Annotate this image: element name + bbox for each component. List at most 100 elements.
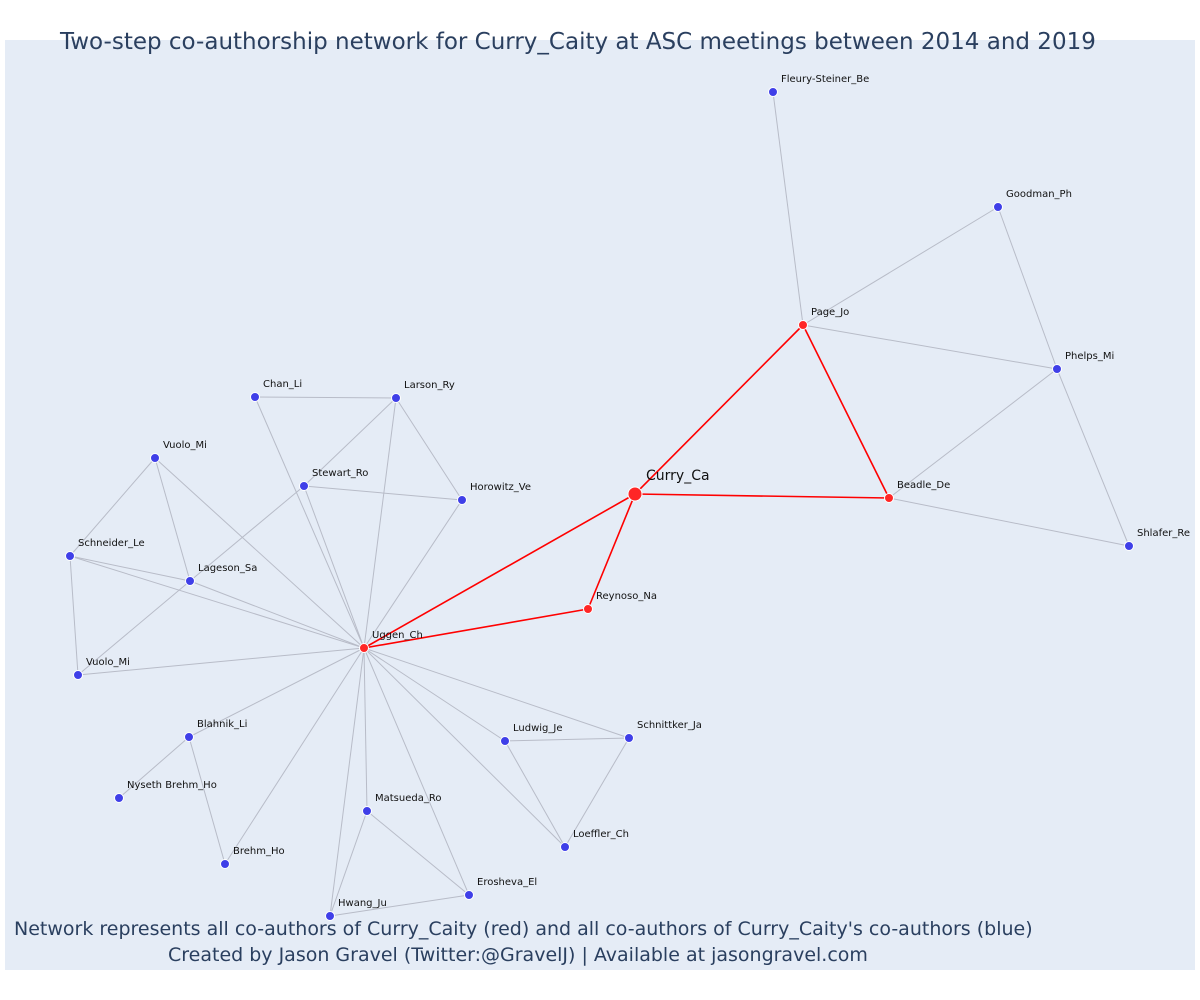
edge-blahnik-li-brehm-ho — [188, 736, 226, 865]
edge-vuolo-mi-uggen-ch — [154, 457, 365, 649]
edge-matsueda-ro-erosheva-el — [366, 810, 470, 896]
edge-stewart-ro-uggen-ch — [303, 485, 365, 649]
footer-caption-line-2: Created by Jason Gravel (Twitter:@Gravel… — [168, 944, 868, 966]
node-label-fleury-steiner-be: Fleury-Steiner_Be — [781, 74, 869, 85]
edge-vuolo-mi-schneider-le — [69, 457, 156, 557]
edge-chan-li-larson-ry — [254, 396, 397, 399]
node-stewart-ro[interactable] — [299, 481, 309, 491]
node-label-beadle-de: Beadle_De — [897, 480, 950, 491]
edge-curry-ca-reynoso-na — [587, 493, 636, 610]
node-label-nyseth-brehm-ho: Nyseth Brehm_Ho — [127, 780, 217, 791]
node-label-ludwig-je: Ludwig_Je — [513, 723, 563, 734]
edges-layer — [69, 91, 1130, 917]
labels-layer: Curry_Ca Page_Jo Beadle_De Reynoso_Na Uggen_… — [78, 74, 1190, 909]
node-uggen-ch[interactable] — [359, 643, 369, 653]
node-label-vuolo-mi-2: Vuolo_Mi — [86, 657, 130, 668]
edge-page-jo-beadle-de — [802, 324, 890, 499]
edge-vuolo-mi-lageson-sa — [154, 457, 191, 582]
edge-phelps-mi-beadle-de — [888, 368, 1058, 499]
edge-goodman-ph-phelps-mi — [997, 206, 1058, 370]
edge-hwang-ju-erosheva-el — [329, 894, 470, 917]
node-label-chan-li: Chan_Li — [263, 379, 302, 390]
edge-matsueda-ro-hwang-ju — [329, 810, 368, 917]
node-label-reynoso-na: Reynoso_Na — [596, 591, 657, 602]
node-label-curry-ca: Curry_Ca — [646, 468, 710, 484]
edge-ludwig-je-loeffler-ch — [504, 740, 566, 848]
edge-stewart-ro-lageson-sa — [189, 485, 305, 582]
edge-ludwig-je-schnittker-ja — [504, 737, 630, 742]
node-ludwig-je[interactable] — [500, 736, 510, 746]
node-erosheva-el[interactable] — [464, 890, 474, 900]
node-phelps-mi[interactable] — [1052, 364, 1062, 374]
node-nyseth-brehm-ho[interactable] — [114, 793, 124, 803]
edge-larson-ry-horowitz-ve — [395, 397, 463, 501]
node-vuolo-mi[interactable] — [150, 453, 160, 463]
node-blahnik-li[interactable] — [184, 732, 194, 742]
node-label-vuolo-mi: Vuolo_Mi — [163, 440, 207, 451]
node-brehm-ho[interactable] — [220, 859, 230, 869]
edge-page-jo-fleury-steiner-be — [772, 91, 804, 326]
node-schnittker-ja[interactable] — [624, 733, 634, 743]
node-label-blahnik-li: Blahnik_Li — [197, 719, 247, 730]
edge-beadle-de-shlafer-re — [888, 497, 1130, 547]
edge-lageson-sa-vuolo-mi-2 — [77, 580, 191, 676]
node-label-stewart-ro: Stewart_Ro — [312, 468, 368, 479]
edge-curry-ca-page-jo — [634, 324, 804, 495]
chart-title: Two-step co-authorship network for Curry… — [60, 29, 1096, 55]
node-horowitz-ve[interactable] — [457, 495, 467, 505]
node-hwang-ju[interactable] — [325, 911, 335, 921]
edge-curry-ca-uggen-ch — [363, 493, 636, 649]
node-label-erosheva-el: Erosheva_El — [477, 877, 537, 888]
node-vuolo-mi-2[interactable] — [73, 670, 83, 680]
edge-stewart-ro-horowitz-ve — [303, 485, 463, 501]
edge-horowitz-ve-uggen-ch — [363, 499, 463, 649]
edge-chan-li-uggen-ch — [254, 396, 365, 649]
node-fleury-steiner-be[interactable] — [768, 87, 778, 97]
edge-schneider-le-lageson-sa — [69, 555, 191, 582]
edge-schneider-le-vuolo-mi-2 — [69, 555, 79, 676]
node-label-page-jo: Page_Jo — [811, 307, 849, 318]
edge-larson-ry-stewart-ro — [303, 397, 397, 487]
node-curry-ca[interactable] — [627, 486, 643, 502]
edge-ludwig-je-uggen-ch — [363, 647, 506, 742]
node-loeffler-ch[interactable] — [560, 842, 570, 852]
node-label-horowitz-ve: Horowitz_Ve — [470, 482, 531, 493]
edge-schnittker-ja-uggen-ch — [363, 647, 630, 739]
node-label-larson-ry: Larson_Ry — [404, 380, 455, 391]
node-label-goodman-ph: Goodman_Ph — [1006, 189, 1072, 200]
edge-matsueda-ro-uggen-ch — [363, 647, 368, 812]
node-label-loeffler-ch: Loeffler_Ch — [573, 829, 629, 840]
edge-hwang-ju-uggen-ch — [329, 647, 365, 917]
node-schneider-le[interactable] — [65, 551, 75, 561]
edge-reynoso-na-uggen-ch — [363, 608, 589, 649]
edge-curry-ca-beadle-de — [634, 493, 890, 499]
node-shlafer-re[interactable] — [1124, 541, 1134, 551]
node-reynoso-na[interactable] — [583, 604, 593, 614]
edge-lageson-sa-uggen-ch — [189, 580, 365, 649]
node-matsueda-ro[interactable] — [362, 806, 372, 816]
edge-erosheva-el-uggen-ch — [363, 647, 470, 896]
plot-area — [5, 40, 1195, 970]
footer-caption-line-1: Network represents all co-authors of Cur… — [14, 918, 1033, 940]
node-label-schneider-le: Schneider_Le — [78, 538, 145, 549]
node-label-matsueda-ro: Matsueda_Ro — [375, 793, 441, 804]
edge-schneider-le-uggen-ch — [69, 555, 365, 649]
edge-blahnik-li-uggen-ch — [188, 647, 365, 738]
node-label-brehm-ho: Brehm_Ho — [233, 846, 285, 857]
edge-page-jo-goodman-ph — [802, 206, 999, 326]
edge-larson-ry-uggen-ch — [363, 397, 397, 649]
node-label-lageson-sa: Lageson_Sa — [198, 563, 257, 574]
node-beadle-de[interactable] — [884, 493, 894, 503]
node-label-shlafer-re: Shlafer_Re — [1137, 528, 1190, 539]
edge-blahnik-li-nyseth-brehm-ho — [118, 736, 190, 799]
node-label-uggen-ch: Uggen_Ch — [372, 630, 423, 641]
node-chan-li[interactable] — [250, 392, 260, 402]
node-lageson-sa[interactable] — [185, 576, 195, 586]
node-page-jo[interactable] — [798, 320, 808, 330]
node-label-hwang-ju: Hwang_Ju — [338, 898, 387, 909]
edge-phelps-mi-shlafer-re — [1056, 368, 1130, 547]
edge-loeffler-ch-uggen-ch — [363, 647, 566, 848]
node-goodman-ph[interactable] — [993, 202, 1003, 212]
node-larson-ry[interactable] — [391, 393, 401, 403]
